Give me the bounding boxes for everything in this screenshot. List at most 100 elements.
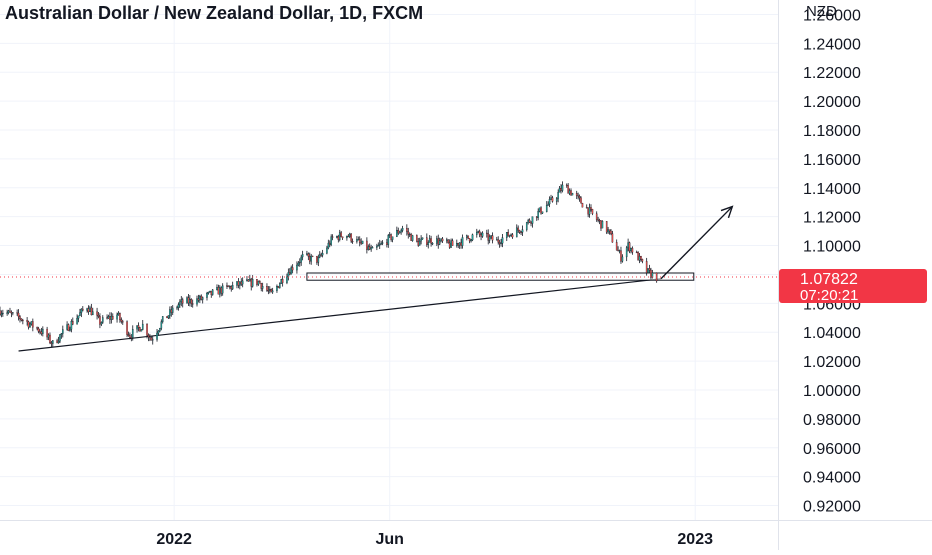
candle-body	[555, 198, 558, 202]
candle-body	[466, 235, 468, 238]
candle-body	[436, 238, 438, 244]
candle-body	[89, 307, 91, 313]
candle-body	[277, 286, 280, 288]
candle-body	[575, 193, 578, 196]
candle-body	[547, 203, 549, 206]
candle-body	[206, 293, 208, 298]
candle-body	[630, 247, 632, 252]
candle-body	[251, 279, 254, 287]
candle-body	[177, 304, 180, 308]
candle-body	[171, 307, 174, 313]
candle-body	[565, 184, 568, 186]
candle-body	[117, 313, 120, 316]
candle-body	[91, 311, 94, 316]
candle-body	[141, 323, 144, 330]
candle-body	[36, 327, 38, 329]
candle-body	[270, 289, 273, 293]
candle-body	[9, 310, 11, 313]
candle-body	[416, 235, 418, 242]
candle-body	[150, 337, 153, 341]
candle-body	[607, 229, 609, 233]
candle-body	[378, 243, 381, 246]
candle-body	[585, 207, 588, 209]
candle-body	[571, 193, 574, 196]
price-label-countdown: 07:20:21	[800, 287, 858, 304]
candle-body	[12, 312, 14, 314]
chart-title: Australian Dollar / New Zealand Dollar, …	[5, 3, 424, 23]
candle-body	[119, 313, 121, 320]
candle-body	[320, 254, 322, 256]
candle-body	[187, 297, 190, 304]
candle-body	[510, 234, 512, 236]
candle-body	[550, 197, 552, 200]
candle-body	[249, 278, 251, 282]
candle-body	[328, 242, 331, 245]
candle-body	[610, 230, 612, 234]
candle-body	[60, 333, 63, 335]
candle-body	[480, 234, 482, 237]
candle-body	[501, 237, 504, 244]
candle-body	[298, 261, 301, 264]
candle-body	[70, 321, 73, 330]
support-trendline	[18, 278, 662, 352]
candle-body	[196, 298, 198, 305]
candle-body	[441, 238, 444, 242]
y-axis-unit: NZD	[806, 3, 837, 20]
candle-body	[591, 209, 594, 214]
candle-body	[56, 340, 58, 343]
candle-body	[29, 323, 31, 328]
y-tick-label: 1.14000	[803, 181, 861, 198]
x-axis[interactable]: 2022 Jun 2023	[156, 531, 713, 548]
candle-body	[157, 330, 160, 334]
projection-arrow-head	[720, 205, 734, 219]
candle-body	[391, 236, 394, 240]
candle-body	[37, 328, 40, 332]
candle-body	[120, 319, 123, 322]
candle-body	[341, 236, 344, 239]
candle-body	[361, 240, 364, 244]
candle-body	[541, 211, 544, 214]
candle-body	[149, 336, 151, 338]
candle-body	[605, 221, 608, 233]
candle-body	[380, 243, 382, 245]
candle-body	[86, 308, 88, 311]
candle-body	[608, 229, 611, 232]
candle-body	[72, 321, 74, 325]
candle-body	[601, 221, 604, 229]
y-axis[interactable]: 1.26000 1.24000 1.22000 1.20000 1.18000 1.160…	[803, 7, 861, 515]
candle-body	[297, 262, 300, 266]
y-tick-label: 1.18000	[803, 123, 861, 140]
candle-body	[627, 242, 629, 248]
candle-body	[590, 207, 592, 210]
candle-body	[26, 320, 28, 322]
candle-body	[276, 286, 278, 291]
candle-body	[130, 337, 133, 339]
candle-body	[111, 315, 114, 320]
candle-body	[159, 328, 161, 332]
candle-body	[16, 312, 18, 314]
y-tick-label: 1.26000	[803, 7, 861, 24]
candle-body	[311, 255, 314, 257]
candle-body	[618, 250, 621, 252]
candle-body	[540, 207, 542, 214]
candle-body	[306, 253, 308, 255]
candle-body	[186, 297, 188, 304]
candle-body	[32, 321, 34, 328]
candle-body	[495, 239, 498, 241]
annotations	[18, 205, 734, 352]
candle-body	[59, 334, 61, 342]
candle-body	[247, 279, 250, 282]
candle-body	[77, 315, 80, 319]
candle-body	[226, 285, 228, 287]
candle-body	[508, 234, 511, 237]
candle-body	[310, 255, 312, 262]
candle-body	[241, 280, 244, 285]
candle-body	[300, 256, 302, 263]
candle-body	[567, 185, 569, 194]
candle-body	[551, 197, 554, 202]
candle-body	[291, 267, 294, 271]
candle-body	[189, 299, 191, 304]
candle-body	[321, 253, 324, 256]
candle-body	[99, 316, 101, 325]
